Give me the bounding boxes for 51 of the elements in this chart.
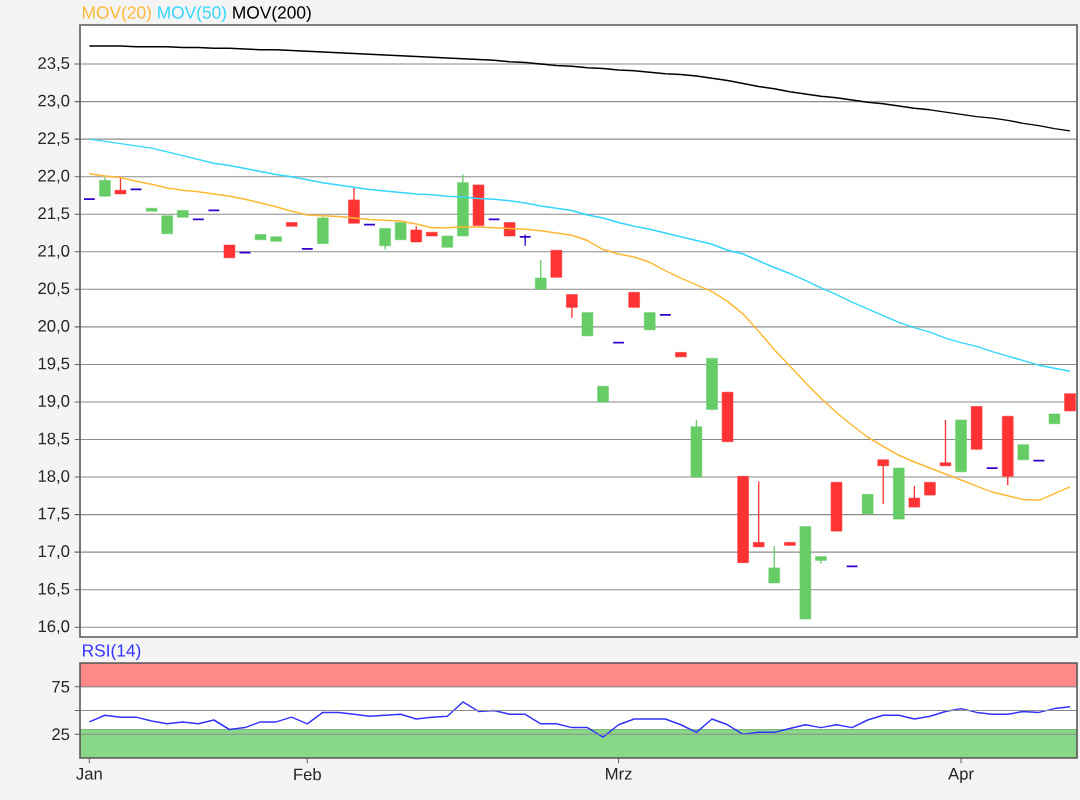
candlestick — [861, 493, 874, 515]
y-tick-label: 18,0 — [38, 470, 70, 484]
candlestick — [191, 218, 205, 221]
candlestick — [908, 485, 921, 508]
candlestick — [939, 419, 952, 467]
candlestick — [129, 188, 143, 191]
candlestick — [566, 293, 578, 319]
candlestick — [877, 459, 889, 505]
y-tick-label: 21,5 — [38, 207, 70, 222]
text: MOV(50) — [158, 5, 226, 23]
y-tick-label: 17,0 — [38, 545, 70, 560]
y-tick-label: 19,0 — [38, 395, 70, 409]
y-tick-label: 20,0 — [38, 319, 70, 334]
candlestick — [363, 223, 376, 226]
candlestick — [768, 545, 780, 584]
y-tick-label: 18,5 — [38, 432, 70, 447]
y-tick-label: 20,5 — [38, 282, 70, 297]
y-tick-label: 75 — [52, 680, 70, 693]
y-tick-label: 21,0 — [38, 244, 70, 259]
y-tick-label: 19,5 — [38, 357, 70, 372]
y-tick-label: 16,0 — [38, 620, 70, 635]
candlestick — [83, 198, 96, 201]
candlestick — [300, 247, 314, 250]
candlestick — [581, 311, 594, 337]
text: MOV(20) — [83, 5, 151, 23]
candlestick — [1032, 459, 1046, 462]
text: RSI(14) — [83, 643, 141, 661]
candlestick — [207, 209, 221, 212]
candlestick — [752, 480, 765, 548]
x-tick-label: Mrz — [606, 768, 632, 780]
y-tick-label: 23,0 — [38, 94, 70, 109]
series-label: MOV(200) — [233, 5, 311, 23]
candlestick — [238, 251, 252, 254]
candlestick — [535, 259, 547, 290]
candlestick — [379, 227, 391, 251]
y-tick-label: 16,5 — [38, 582, 70, 597]
y-tick-label: 17,5 — [38, 507, 70, 522]
candlestick — [845, 565, 859, 568]
y-tick-label: 22,0 — [38, 169, 70, 184]
x-tick-label: Apr — [948, 768, 974, 783]
candlestick — [658, 313, 672, 316]
y-tick-label: 23,5 — [38, 57, 70, 71]
candlestick — [348, 187, 360, 224]
candlestick — [612, 341, 625, 344]
x-tick-label: Feb — [294, 768, 321, 781]
y-tick-label: 22,5 — [38, 132, 70, 147]
candlestick — [99, 176, 111, 197]
x-tick-label: Jan — [76, 768, 102, 780]
candlestick — [487, 218, 501, 221]
y-tick-label: 25 — [52, 728, 70, 741]
candlestick — [161, 215, 173, 235]
